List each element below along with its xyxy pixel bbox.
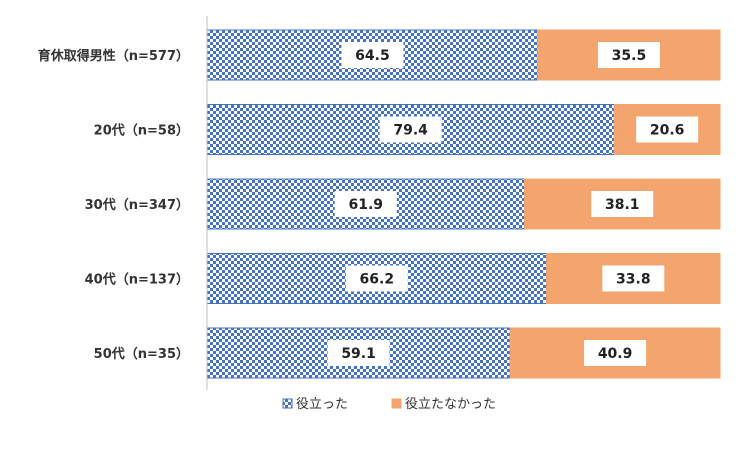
legend-label-1: 役立たなかった — [405, 397, 496, 412]
data-label-1-0: 35.5 — [612, 48, 647, 64]
data-label-1-3: 33.8 — [616, 272, 651, 288]
data-label-box-1-1 — [636, 116, 699, 143]
data-label-box-1-0 — [597, 42, 660, 68]
data-label-box-0-4 — [327, 340, 390, 366]
data-label-box-0-3 — [345, 265, 408, 292]
category-label-4: 50代（n=35） — [94, 346, 189, 362]
category-label-1: 20代（n=58） — [94, 123, 189, 139]
category-label-0: 育休取得男性（n=577） — [38, 48, 189, 64]
legend-label-0: 役立った — [296, 397, 348, 412]
data-label-0-1: 79.4 — [393, 123, 428, 139]
data-label-box-0-2 — [334, 191, 397, 217]
data-label-0-2: 61.9 — [349, 197, 384, 213]
data-label-box-0-1 — [379, 116, 442, 143]
data-label-0-4: 59.1 — [341, 346, 376, 362]
data-label-1-2: 38.1 — [605, 197, 640, 213]
category-labels: 育休取得男性（n=577） 20代（n=58） 30代（n=347） 40代（n=13… — [38, 48, 189, 362]
category-label-2: 30代（n=347） — [85, 197, 189, 213]
bar-not-useful-4 — [509, 327, 721, 379]
data-label-0-3: 66.2 — [360, 272, 395, 288]
legend-swatch-0 — [282, 398, 293, 409]
category-label-3: 40代（n=137） — [85, 272, 189, 288]
data-label-box-1-3 — [602, 265, 665, 292]
legend-swatch-1 — [391, 398, 402, 409]
bars-group: 64.5 35.5 79.4 20.6 61.9 38.1 66.2 33.8 59.1 40.9 — [206, 29, 721, 379]
data-label-box-1-4 — [584, 340, 647, 366]
data-label-0-0: 64.5 — [355, 48, 390, 64]
data-label-box-0-0 — [341, 42, 404, 68]
data-label-box-1-2 — [591, 191, 654, 217]
data-label-1-4: 40.9 — [598, 346, 633, 362]
legend: 役立った 役立たなかった — [282, 397, 496, 412]
data-label-1-1: 20.6 — [650, 123, 685, 139]
